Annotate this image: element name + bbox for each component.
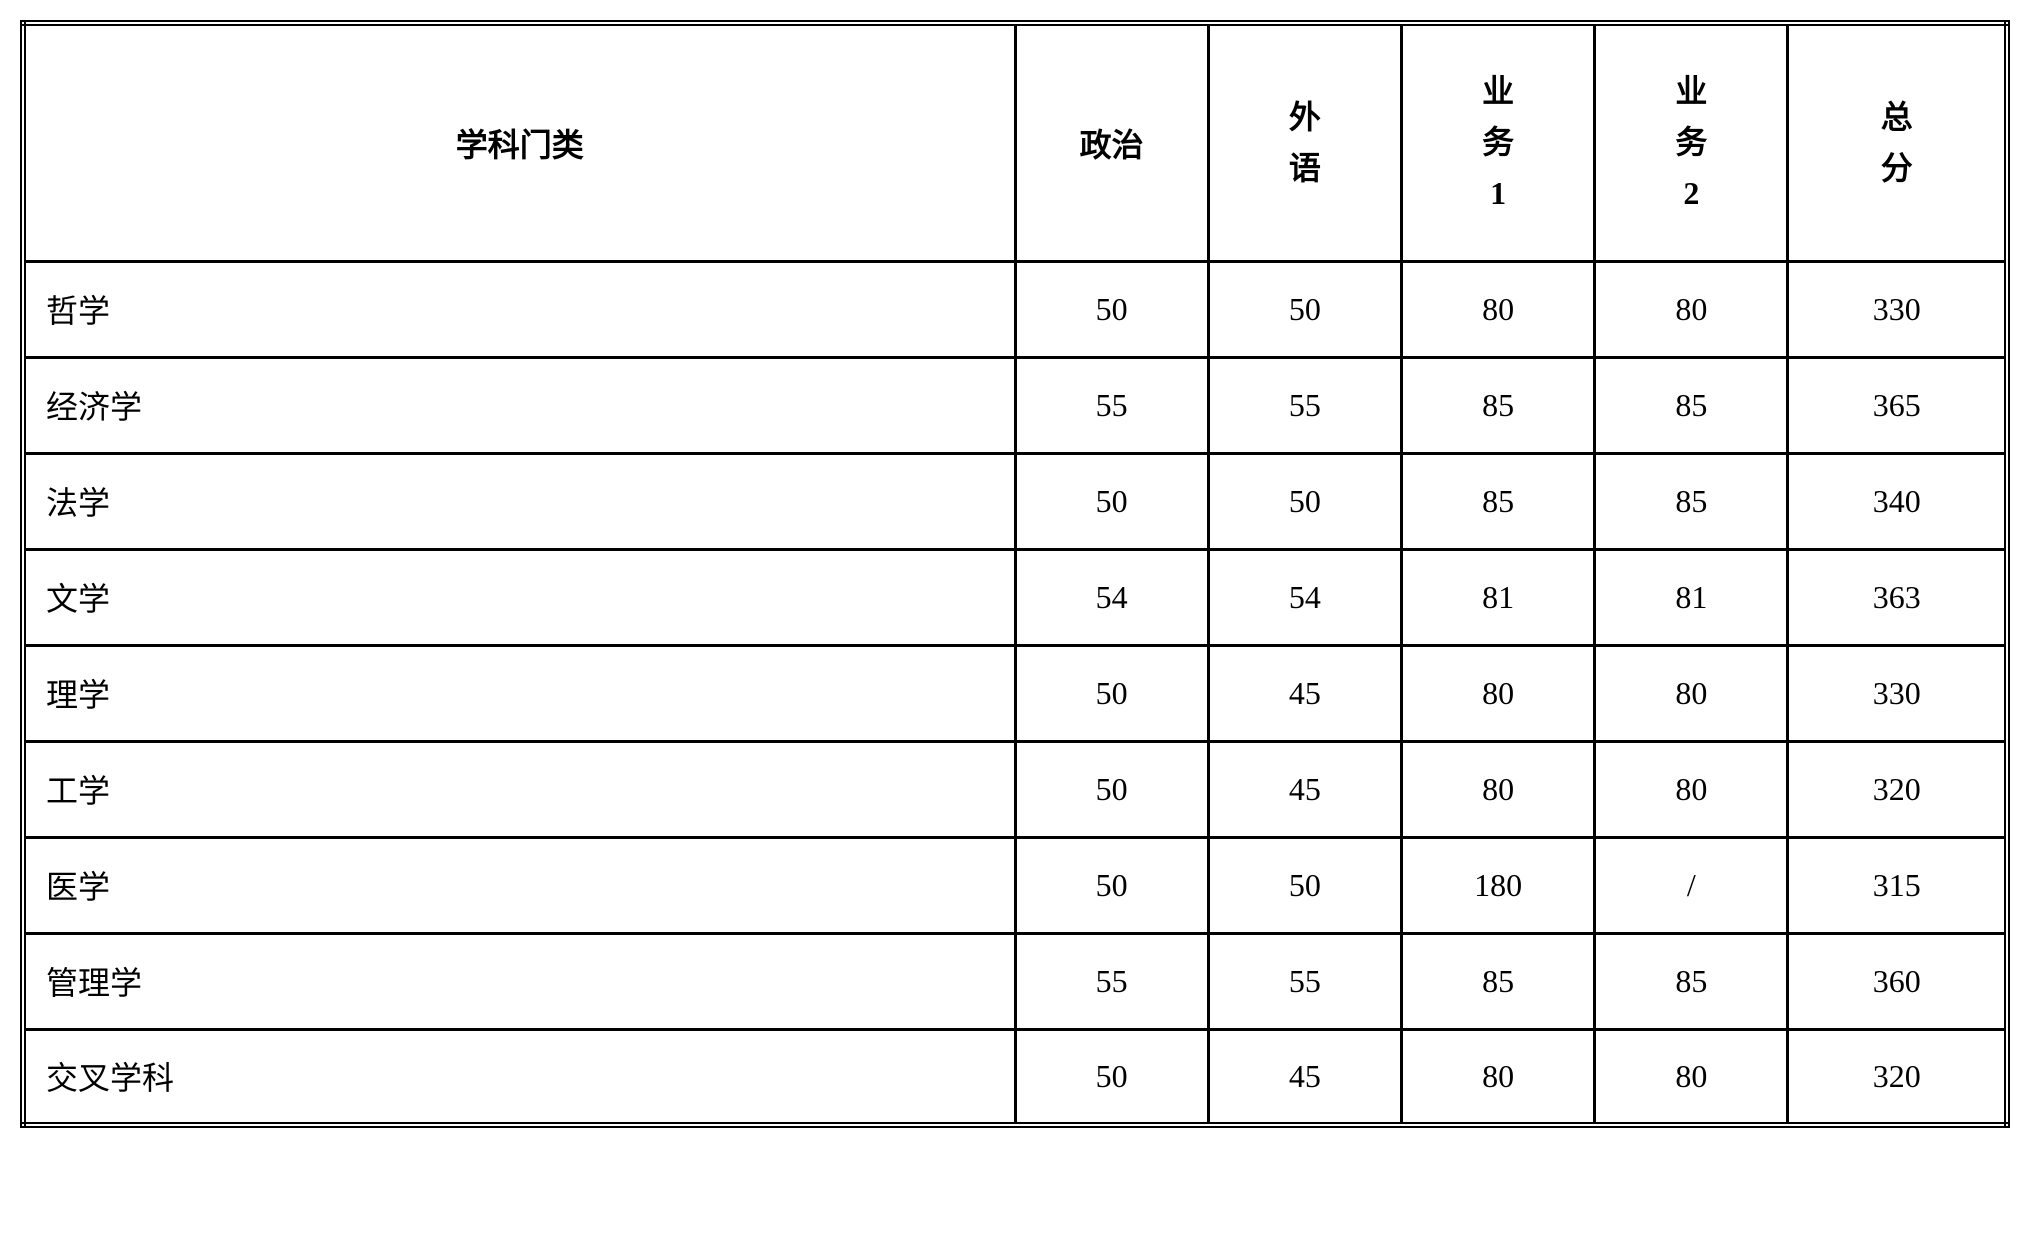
cell-subject: 医学 [23, 837, 1015, 933]
cell-total: 315 [1788, 837, 2007, 933]
cell-business2: 80 [1595, 645, 1788, 741]
cell-business2: / [1595, 837, 1788, 933]
cell-foreign-lang: 55 [1208, 933, 1401, 1029]
cell-politics: 54 [1015, 549, 1208, 645]
header-total-l1: 总 [1881, 92, 1913, 143]
cell-foreign-lang: 50 [1208, 837, 1401, 933]
cell-foreign-lang: 50 [1208, 453, 1401, 549]
cell-business2: 80 [1595, 261, 1788, 357]
cell-politics: 50 [1015, 741, 1208, 837]
cell-subject: 交叉学科 [23, 1029, 1015, 1125]
cell-total: 320 [1788, 1029, 2007, 1125]
cell-politics: 50 [1015, 1029, 1208, 1125]
header-row: 学科门类 政治 外 语 业 务 1 业 [23, 23, 2007, 261]
cell-subject: 法学 [23, 453, 1015, 549]
cell-business2: 80 [1595, 1029, 1788, 1125]
cell-politics: 50 [1015, 453, 1208, 549]
cell-business1: 85 [1401, 453, 1594, 549]
table-row: 工学 50 45 80 80 320 [23, 741, 2007, 837]
cell-foreign-lang: 55 [1208, 357, 1401, 453]
cell-business1: 80 [1401, 1029, 1594, 1125]
cell-politics: 55 [1015, 357, 1208, 453]
header-politics: 政治 [1015, 23, 1208, 261]
cell-business1: 85 [1401, 357, 1594, 453]
cell-subject: 工学 [23, 741, 1015, 837]
table-row: 文学 54 54 81 81 363 [23, 549, 2007, 645]
header-business1-l1: 业 [1482, 66, 1514, 117]
cell-foreign-lang: 45 [1208, 645, 1401, 741]
cell-total: 330 [1788, 645, 2007, 741]
score-table-wrapper: 学科门类 政治 外 语 业 务 1 业 [20, 20, 2010, 1128]
cell-business2: 81 [1595, 549, 1788, 645]
cell-foreign-lang: 45 [1208, 1029, 1401, 1125]
cell-total: 365 [1788, 357, 2007, 453]
table-row: 交叉学科 50 45 80 80 320 [23, 1029, 2007, 1125]
cell-foreign-lang: 50 [1208, 261, 1401, 357]
header-total-l2: 分 [1881, 143, 1913, 194]
cell-subject: 理学 [23, 645, 1015, 741]
cell-total: 360 [1788, 933, 2007, 1029]
table-row: 哲学 50 50 80 80 330 [23, 261, 2007, 357]
table-row: 管理学 55 55 85 85 360 [23, 933, 2007, 1029]
table-row: 医学 50 50 180 / 315 [23, 837, 2007, 933]
cell-business2: 85 [1595, 453, 1788, 549]
header-foreign-lang: 外 语 [1208, 23, 1401, 261]
cell-business2: 85 [1595, 357, 1788, 453]
cell-business1: 80 [1401, 261, 1594, 357]
header-total: 总 分 [1788, 23, 2007, 261]
cell-business1: 81 [1401, 549, 1594, 645]
table-body: 哲学 50 50 80 80 330 经济学 55 55 85 85 365 法… [23, 261, 2007, 1125]
cell-subject: 哲学 [23, 261, 1015, 357]
cell-politics: 50 [1015, 645, 1208, 741]
header-business2-l2: 务 [1675, 117, 1707, 168]
header-business1-l2: 务 [1482, 117, 1514, 168]
header-foreign-lang-l1: 外 [1289, 92, 1321, 143]
header-business2-l1: 业 [1675, 66, 1707, 117]
score-table: 学科门类 政治 外 语 业 务 1 业 [20, 20, 2010, 1128]
header-business1-l3: 1 [1490, 168, 1506, 219]
cell-foreign-lang: 45 [1208, 741, 1401, 837]
cell-subject: 经济学 [23, 357, 1015, 453]
header-subject: 学科门类 [23, 23, 1015, 261]
cell-business2: 85 [1595, 933, 1788, 1029]
cell-subject: 管理学 [23, 933, 1015, 1029]
cell-business1: 80 [1401, 645, 1594, 741]
header-business1: 业 务 1 [1401, 23, 1594, 261]
cell-subject: 文学 [23, 549, 1015, 645]
cell-total: 330 [1788, 261, 2007, 357]
cell-business1: 180 [1401, 837, 1594, 933]
table-row: 法学 50 50 85 85 340 [23, 453, 2007, 549]
cell-total: 320 [1788, 741, 2007, 837]
cell-total: 363 [1788, 549, 2007, 645]
cell-business1: 80 [1401, 741, 1594, 837]
cell-total: 340 [1788, 453, 2007, 549]
cell-business2: 80 [1595, 741, 1788, 837]
header-business2: 业 务 2 [1595, 23, 1788, 261]
table-row: 理学 50 45 80 80 330 [23, 645, 2007, 741]
table-row: 经济学 55 55 85 85 365 [23, 357, 2007, 453]
cell-politics: 50 [1015, 261, 1208, 357]
cell-foreign-lang: 54 [1208, 549, 1401, 645]
cell-business1: 85 [1401, 933, 1594, 1029]
cell-politics: 50 [1015, 837, 1208, 933]
cell-politics: 55 [1015, 933, 1208, 1029]
header-business2-l3: 2 [1683, 168, 1699, 219]
header-foreign-lang-l2: 语 [1289, 143, 1321, 194]
